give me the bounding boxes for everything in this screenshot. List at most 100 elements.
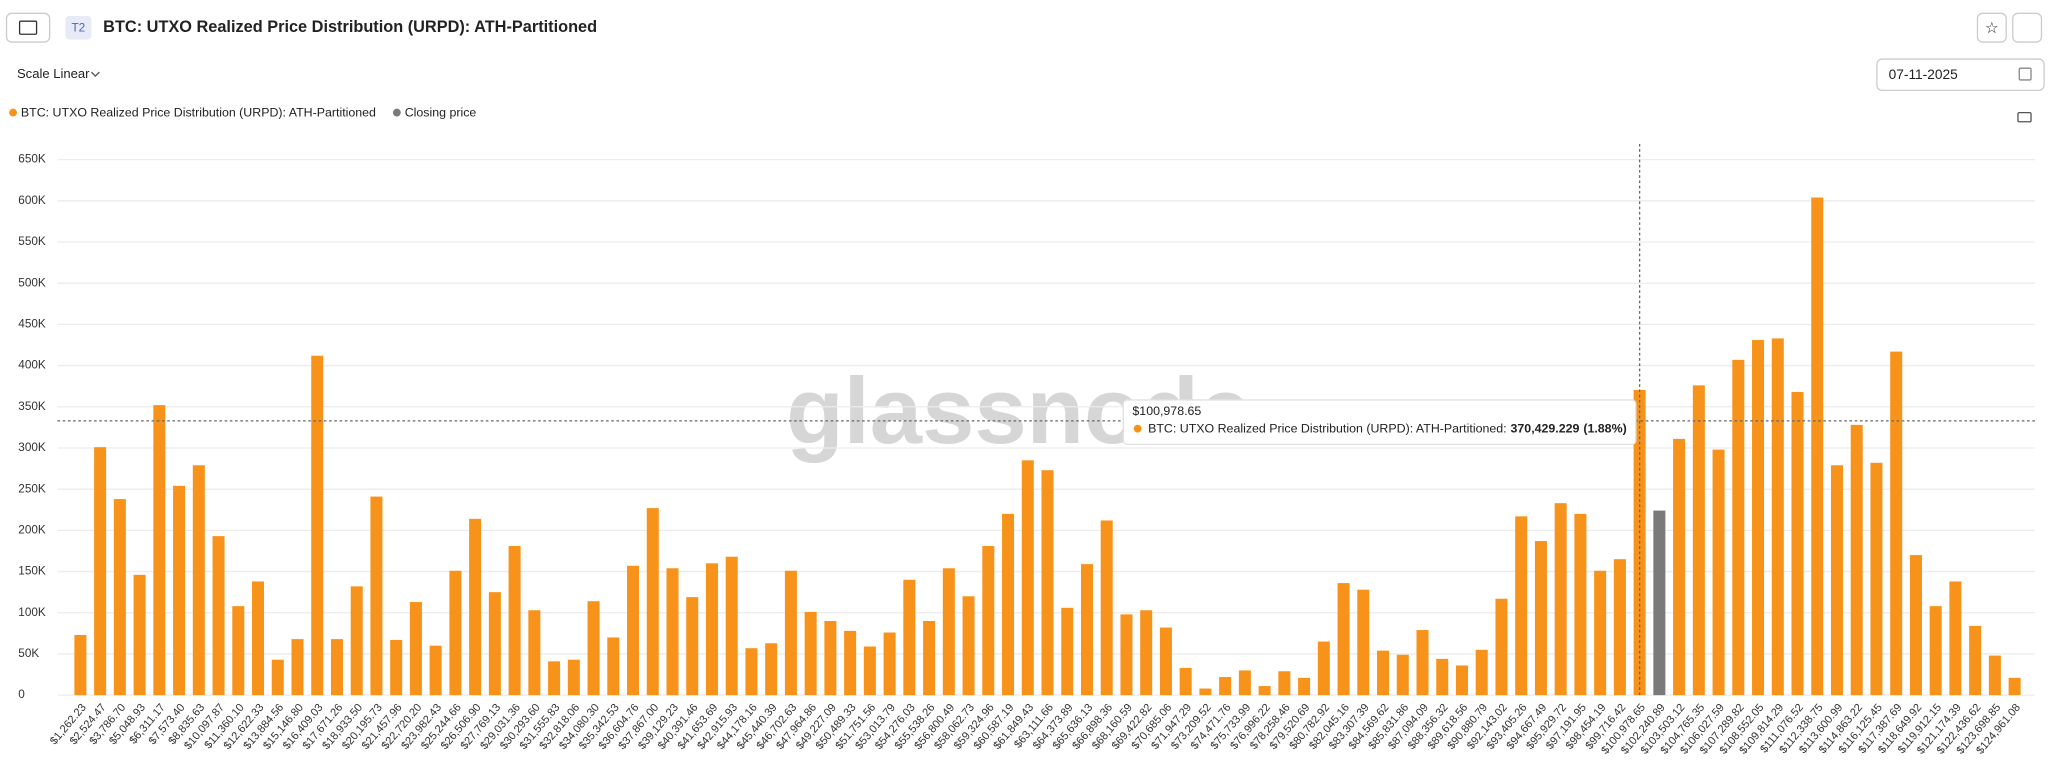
bar — [271, 659, 284, 696]
bar — [350, 586, 363, 696]
tier-badge-text: T2 — [72, 21, 86, 34]
bar — [1436, 658, 1449, 696]
bar — [1811, 197, 1824, 696]
y-tick-label: 50K — [18, 647, 39, 660]
bar — [804, 611, 817, 696]
bar — [1396, 654, 1409, 696]
bar — [1574, 513, 1587, 696]
bar — [1120, 614, 1133, 696]
favorite-button[interactable] — [1976, 12, 2007, 43]
bar — [1061, 607, 1074, 696]
bar — [824, 620, 837, 696]
date-picker[interactable] — [1876, 58, 2045, 92]
bar — [1554, 503, 1567, 696]
sidebar-icon — [18, 20, 38, 35]
bar — [1041, 470, 1054, 696]
bar — [1909, 555, 1922, 696]
bar — [370, 496, 383, 696]
bar — [74, 634, 87, 696]
bar — [528, 610, 541, 696]
tooltip-label: BTC: UTXO Realized Price Distribution (U… — [1148, 422, 1507, 436]
bar — [1337, 583, 1350, 696]
bar — [1850, 424, 1863, 696]
y-tick-label: 400K — [18, 359, 46, 372]
y-tick-label: 250K — [18, 482, 46, 495]
tooltip-value: 370,429.229 — [1511, 422, 1580, 436]
legend-swatch — [392, 108, 401, 117]
bar — [1455, 665, 1468, 696]
bar — [1140, 610, 1153, 696]
tooltip-percent: (1.88%) — [1583, 422, 1626, 436]
chevron — [90, 71, 100, 77]
tier-badge — [65, 15, 92, 40]
bar — [1357, 589, 1370, 696]
bar — [1100, 520, 1113, 696]
date-text: 07-11-2025 — [1889, 67, 1958, 82]
share-button[interactable] — [2012, 12, 2043, 43]
bar — [844, 630, 857, 696]
y-tick-label: 350K — [18, 400, 46, 413]
bar — [646, 508, 659, 696]
bar — [784, 570, 797, 696]
bar — [1475, 649, 1488, 696]
bar — [449, 570, 462, 696]
bar — [1278, 671, 1291, 696]
bar — [1692, 385, 1705, 696]
bar — [745, 648, 758, 696]
bar — [153, 405, 166, 696]
bar — [705, 563, 718, 696]
y-tick-label: 500K — [18, 276, 46, 289]
tooltip-box — [1122, 399, 1637, 446]
bar — [1298, 677, 1311, 696]
bar — [1495, 598, 1508, 696]
bar — [567, 659, 580, 696]
bar — [863, 646, 876, 696]
bar — [409, 602, 422, 696]
y-tick-label: 650K — [18, 153, 46, 166]
bar — [1791, 391, 1804, 696]
bar — [1771, 338, 1784, 696]
camera-icon[interactable] — [2017, 111, 2032, 123]
y-tick-label: 600K — [18, 194, 46, 207]
tooltip: $100,978.65 BTC: UTXO Realized Price Dist… — [1122, 399, 1637, 446]
bar — [1732, 359, 1745, 696]
bar — [548, 661, 561, 696]
bar — [725, 556, 738, 696]
bar — [232, 606, 245, 696]
page-title: BTC: UTXO Realized Price Distribution (U… — [103, 18, 597, 36]
bar — [252, 581, 265, 696]
bar — [1159, 627, 1172, 696]
bar — [1317, 641, 1330, 696]
y-tick-label: 150K — [18, 565, 46, 578]
y-tick-label: 0 — [18, 688, 25, 701]
bar — [311, 355, 324, 696]
bar — [1929, 606, 1942, 696]
bar — [1238, 670, 1251, 696]
tooltip-title: $100,978.65 — [1132, 404, 1201, 418]
bar — [390, 639, 403, 696]
bar — [113, 499, 126, 696]
bar — [1416, 630, 1429, 696]
bar — [883, 632, 896, 696]
bar — [1199, 688, 1212, 696]
bar — [1988, 655, 2001, 696]
bar — [1219, 677, 1232, 696]
bar — [1002, 513, 1015, 696]
star-icon: ☆ — [1985, 20, 1999, 37]
y-tick-label: 100K — [18, 606, 46, 619]
bar — [1377, 650, 1390, 696]
y-tick-label: 200K — [18, 523, 46, 536]
bar — [666, 568, 679, 696]
bar — [1712, 449, 1725, 696]
bar — [587, 601, 600, 696]
bar — [2008, 677, 2021, 696]
sidebar-toggle[interactable] — [5, 12, 51, 43]
bar — [942, 568, 955, 696]
bar — [1673, 438, 1686, 696]
bar — [469, 518, 482, 696]
y-tick-label: 300K — [18, 441, 46, 454]
bar — [1969, 625, 1982, 696]
bar — [291, 639, 304, 696]
y-tick-label: 450K — [18, 318, 46, 331]
scale-select[interactable]: Scale Linear — [17, 66, 90, 81]
